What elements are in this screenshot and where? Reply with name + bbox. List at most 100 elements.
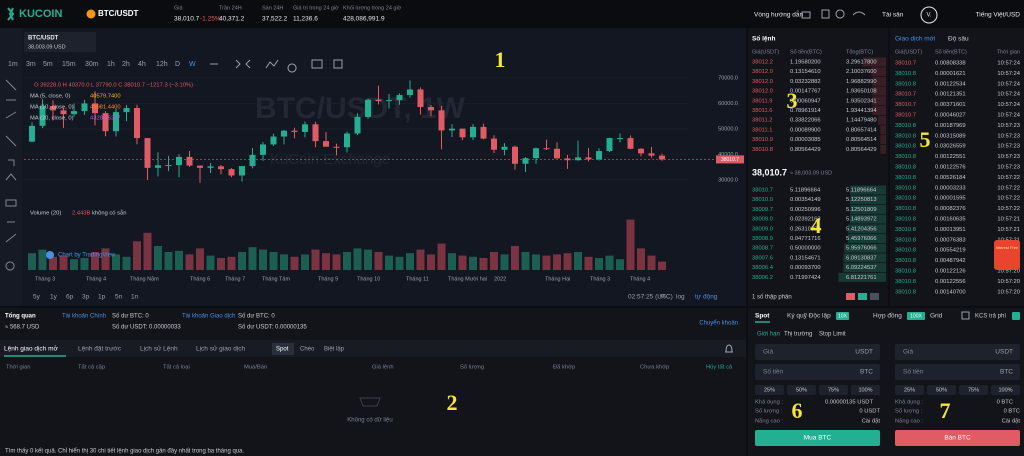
interval-button[interactable]: 12h: [156, 61, 168, 68]
range-button[interactable]: 1n: [131, 294, 139, 301]
volume-bar: [395, 256, 404, 270]
form-tab[interactable]: Grid: [930, 313, 943, 320]
view-toggle[interactable]: [870, 293, 879, 300]
candle-body: [176, 156, 182, 166]
interval-button[interactable]: 30m: [85, 61, 99, 68]
filter-button[interactable]: Spot: [276, 347, 289, 353]
submit-button[interactable]: [755, 430, 880, 446]
percent-button[interactable]: [895, 385, 924, 395]
fee-checkbox[interactable]: [961, 311, 970, 320]
trades-tab[interactable]: Giao dịch mới: [895, 36, 935, 43]
settings-link[interactable]: Cài đặt: [1002, 419, 1021, 425]
time-label: Tháng 9: [318, 276, 338, 282]
candle-body: [449, 128, 455, 131]
amount-input[interactable]: [895, 364, 1020, 380]
volume-bar: [364, 249, 372, 270]
book-price: 38008.7: [752, 246, 773, 252]
orders-tab[interactable]: Lệnh giao dịch mở: [4, 345, 59, 353]
price-input[interactable]: [755, 344, 880, 360]
depth-tab[interactable]: Độ sâu: [948, 36, 969, 43]
percent-button[interactable]: [959, 385, 988, 395]
input-label: Số tiền: [903, 367, 924, 376]
price-input[interactable]: [895, 344, 1020, 360]
bell-icon[interactable]: [725, 344, 733, 353]
range-button[interactable]: 5y: [33, 294, 41, 301]
depth-bar: [849, 214, 886, 224]
time-label: Tháng 10: [357, 276, 380, 282]
order-type[interactable]: Stop Limit: [819, 332, 846, 338]
scale-option[interactable]: log: [676, 294, 685, 301]
assets-menu[interactable]: Tài sản: [882, 12, 904, 19]
percent-label: 50%: [796, 387, 807, 393]
precision-select[interactable]: 1 số thập phân: [752, 295, 792, 301]
candle-body: [396, 95, 403, 101]
orders-tab[interactable]: Lịch sử giao dịch: [196, 345, 246, 353]
book-price: 38008.9: [752, 236, 773, 242]
percent-button[interactable]: [851, 385, 880, 395]
interval-button[interactable]: 5m: [43, 61, 53, 68]
book-total: 0.80564429: [846, 147, 877, 153]
range-button[interactable]: 5n: [115, 294, 123, 301]
trade-amount: 0.00046027: [935, 113, 966, 119]
book-total: 2.10037600: [846, 69, 877, 75]
candle-body: [312, 124, 319, 142]
interval-button[interactable]: 15m: [62, 61, 76, 68]
order-type[interactable]: Thị trường: [784, 332, 812, 338]
interval-button[interactable]: 2h: [122, 61, 130, 68]
depth-bar: [872, 106, 886, 115]
percent-button[interactable]: [787, 385, 816, 395]
column-header: Số lượng: [460, 365, 484, 371]
scale-option[interactable]: tự động: [695, 294, 718, 301]
form-tab[interactable]: Hợp đồng: [873, 311, 902, 320]
column-header[interactable]: Hủy tất cả: [706, 364, 733, 371]
range-button[interactable]: 1y: [50, 294, 58, 301]
interval-button[interactable]: 1h: [107, 61, 115, 68]
depth-bar: [880, 125, 886, 135]
interval-button[interactable]: 4h: [138, 61, 146, 68]
range-button[interactable]: 6p: [66, 294, 74, 301]
candle-body: [134, 108, 140, 139]
guide-link[interactable]: Vòng hướng dẫn: [754, 10, 803, 19]
interval-button[interactable]: D: [175, 61, 180, 68]
promo-badge[interactable]: [994, 240, 1020, 270]
percent-button[interactable]: [927, 385, 956, 395]
submit-button[interactable]: [895, 430, 1020, 446]
interval-button[interactable]: 3m: [26, 61, 36, 68]
range-button[interactable]: 3p: [82, 294, 90, 301]
settings-link[interactable]: Cài đặt: [862, 419, 881, 425]
volume-bar: [532, 254, 540, 270]
range-button[interactable]: 1p: [98, 294, 106, 301]
annotation-number: 3: [787, 88, 798, 113]
orders-tab[interactable]: Lệnh đặt trước: [78, 346, 122, 353]
percent-button[interactable]: [755, 385, 784, 395]
scale-option[interactable]: %: [660, 294, 666, 301]
form-tab[interactable]: Spot: [755, 313, 770, 320]
transfer-link[interactable]: Chuyển khoản: [699, 320, 738, 327]
drawing-tools[interactable]: [0, 28, 22, 306]
account-link[interactable]: Tài khoản Giao dịch: [182, 314, 235, 320]
order-type[interactable]: Giới hạn: [757, 332, 780, 338]
interval-button[interactable]: W: [189, 61, 196, 68]
account-link[interactable]: Tài khoản Chính: [62, 314, 106, 320]
percent-label: 75%: [968, 387, 979, 393]
trade-price: 38010.8: [895, 81, 916, 87]
fee-check[interactable]: [1012, 312, 1020, 320]
filter-button[interactable]: Chéo: [300, 347, 315, 353]
amount-input[interactable]: [755, 364, 880, 380]
chart-toolbar-icons[interactable]: [210, 59, 343, 73]
interval-button[interactable]: 1m: [8, 61, 18, 68]
avatar[interactable]: [920, 6, 938, 24]
header-icons[interactable]: [801, 9, 885, 19]
trade-price: 38010.8: [895, 227, 916, 233]
view-toggle[interactable]: [846, 293, 855, 300]
volume-bar: [238, 252, 246, 270]
orders-tab[interactable]: Lịch sử Lệnh: [140, 345, 178, 353]
percent-button[interactable]: [819, 385, 848, 395]
language-menu[interactable]: Tiếng Việt/USD: [976, 10, 1021, 19]
form-tab[interactable]: Ký quỹ Độc lập: [787, 313, 831, 320]
time-label: Tháng Mười hai: [448, 276, 487, 282]
percent-button[interactable]: [991, 385, 1020, 395]
view-toggle[interactable]: [858, 293, 867, 300]
filter-button[interactable]: Biệt lập: [324, 347, 345, 353]
pair-selector[interactable]: BTC/USDT: [98, 9, 139, 18]
